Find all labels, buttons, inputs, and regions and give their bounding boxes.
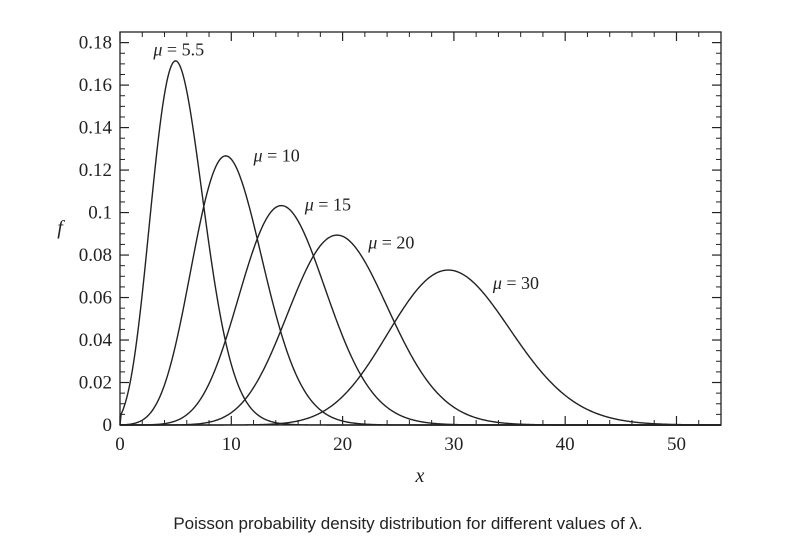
series-label: μ = 15 [304,194,351,214]
x-tick-label: 30 [444,434,463,455]
series-label: μ = 30 [492,273,539,293]
series-label-eq: = [263,146,282,166]
series-label-var: μ [367,233,377,253]
curve-labels: μ = 5.5μ = 10μ = 15μ = 20μ = 30 [152,39,539,293]
y-tick-label: 0.08 [79,245,112,266]
x-axis: 0 10 20 30 40 50 [115,32,686,455]
curves [119,60,721,426]
series-label-eq: = [502,273,521,293]
y-tick-label: 0.06 [79,288,112,309]
y-axis: 0 0.02 0.04 0.06 0.08 0.1 0.12 0.14 0.16 0.18 [79,33,721,436]
series-label-eq: = [377,233,396,253]
series-label-value: 10 [282,146,300,166]
series-line [120,204,721,426]
y-tick-label: 0.16 [79,75,112,96]
y-axis-label: f [57,217,65,239]
x-tick-label: 10 [222,434,241,455]
x-tick-label: 40 [556,434,575,455]
series-line [119,155,721,426]
plot-frame [119,31,722,426]
series-label-value: 30 [521,273,539,293]
series-label: μ = 10 [253,146,300,166]
y-tick-label: 0.18 [79,33,112,54]
series-label-value: 5.5 [182,39,205,59]
series-line [120,269,721,426]
series-label-value: 20 [396,233,414,253]
x-tick-label: 50 [667,434,686,455]
figure-caption: Poisson probability density distribution… [173,514,642,533]
x-axis-label: x [415,465,425,487]
y-tick-label: 0 [103,415,113,436]
y-tick-label: 0.14 [79,118,113,139]
series-label-var: μ [492,273,502,293]
x-tick-label: 20 [333,434,352,455]
y-tick-label: 0.02 [79,373,112,394]
series-label-value: 15 [333,194,351,214]
series-label-var: μ [304,194,314,214]
minor-ticks [120,32,721,425]
series-label-var: μ [253,146,263,166]
series-label-eq: = [314,194,333,214]
y-tick-label: 0.12 [79,160,112,181]
y-tick-label: 0.1 [88,203,112,224]
series-label-eq: = [162,39,181,59]
series-label-var: μ [152,39,162,59]
x-tick-label: 0 [115,434,125,455]
series-line [120,234,721,426]
series-label: μ = 20 [367,233,414,253]
series-label: μ = 5.5 [152,39,204,59]
y-tick-label: 0.04 [79,330,113,351]
